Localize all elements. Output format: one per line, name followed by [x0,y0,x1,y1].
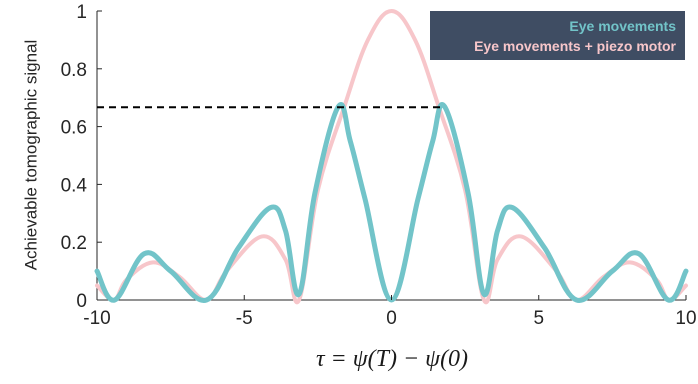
y-tick-label: 0.2 [61,233,87,254]
legend-box [430,11,685,60]
ticks-layer: -10 -5 0 5 10 0 0.2 0.4 0.6 0.8 1 [61,2,697,329]
x-axis-label: τ = ψ(T) − ψ(0) [316,346,468,372]
legend: Eye movements Eye movements + piezo moto… [430,11,685,60]
y-tick-label: 1 [76,2,87,23]
y-tick-label: 0.8 [61,60,87,81]
series-eye-movements-line [94,101,689,303]
y-axis-label: Achievable tomographic signal [21,40,40,271]
y-tick-label: 0.6 [61,118,87,139]
x-tick-label: 0 [386,308,397,329]
y-tick-label: 0.4 [61,175,88,196]
x-tick-label: 5 [533,308,544,329]
x-tick-label: -10 [83,308,110,329]
y-tick-label: 0 [76,291,87,312]
series-eye-movements-piezo-motor-line [95,9,688,305]
legend-entry-eye-movements-piezo-motor: Eye movements + piezo motor [474,38,676,54]
x-tick-label: 10 [675,308,696,329]
legend-entry-eye-movements: Eye movements [569,18,676,34]
x-tick-label: -5 [236,308,253,329]
